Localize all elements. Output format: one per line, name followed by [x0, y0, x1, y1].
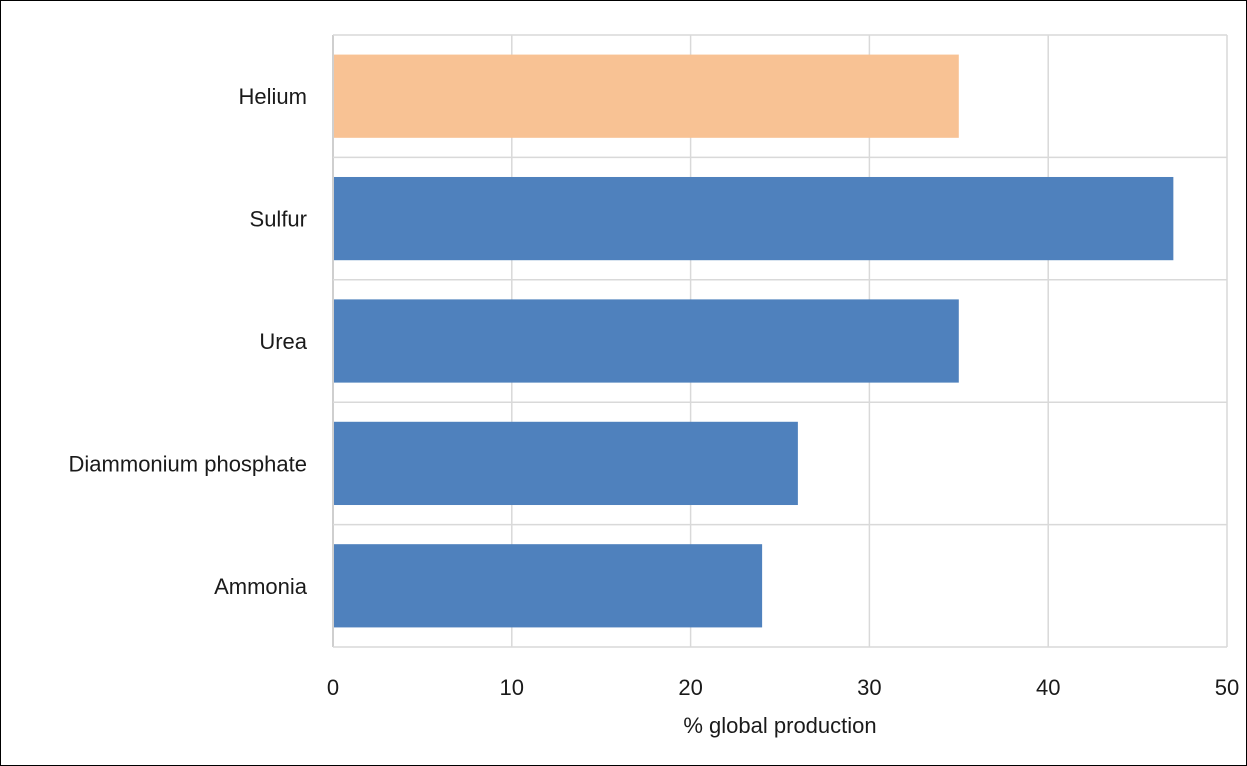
category-label: Urea [259, 329, 307, 354]
bar-helium [334, 54, 959, 138]
x-tick-label: 40 [1036, 675, 1060, 700]
x-tick-label: 10 [500, 675, 524, 700]
category-label: Sulfur [250, 207, 307, 232]
category-label: Ammonia [214, 574, 308, 599]
bar-diammonium-phosphate [334, 421, 798, 506]
category-label: Diammonium phosphate [69, 451, 307, 476]
bar-sulfur [334, 176, 1174, 261]
labels-layer: 0 10 20 30 40 50 Helium Sulfur Urea Diammonium ph… [69, 84, 1240, 700]
bar-urea [334, 299, 959, 383]
category-label: Helium [239, 84, 307, 109]
x-tick-label: 50 [1215, 675, 1239, 700]
x-tick-label: 30 [857, 675, 881, 700]
bars-layer [334, 54, 1174, 628]
x-tick-label: 20 [678, 675, 702, 700]
bar-ammonia [334, 544, 763, 628]
x-axis-title: % global production [683, 713, 876, 738]
x-tick-label: 0 [327, 675, 339, 700]
